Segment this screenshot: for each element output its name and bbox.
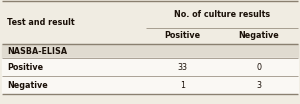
Text: 0: 0 <box>256 63 261 72</box>
Text: 3: 3 <box>256 80 261 90</box>
Polygon shape <box>2 76 298 94</box>
Polygon shape <box>2 1 298 44</box>
Text: 1: 1 <box>180 80 185 90</box>
Text: 33: 33 <box>178 63 188 72</box>
Text: Test and result: Test and result <box>7 18 75 27</box>
Text: Positive: Positive <box>7 63 43 72</box>
Text: NASBA-ELISA: NASBA-ELISA <box>7 46 67 56</box>
Text: Positive: Positive <box>164 32 201 40</box>
Text: Negative: Negative <box>7 80 48 90</box>
Polygon shape <box>2 44 298 58</box>
Text: Negative: Negative <box>238 32 279 40</box>
Text: No. of culture results: No. of culture results <box>174 10 270 19</box>
Polygon shape <box>2 58 298 76</box>
